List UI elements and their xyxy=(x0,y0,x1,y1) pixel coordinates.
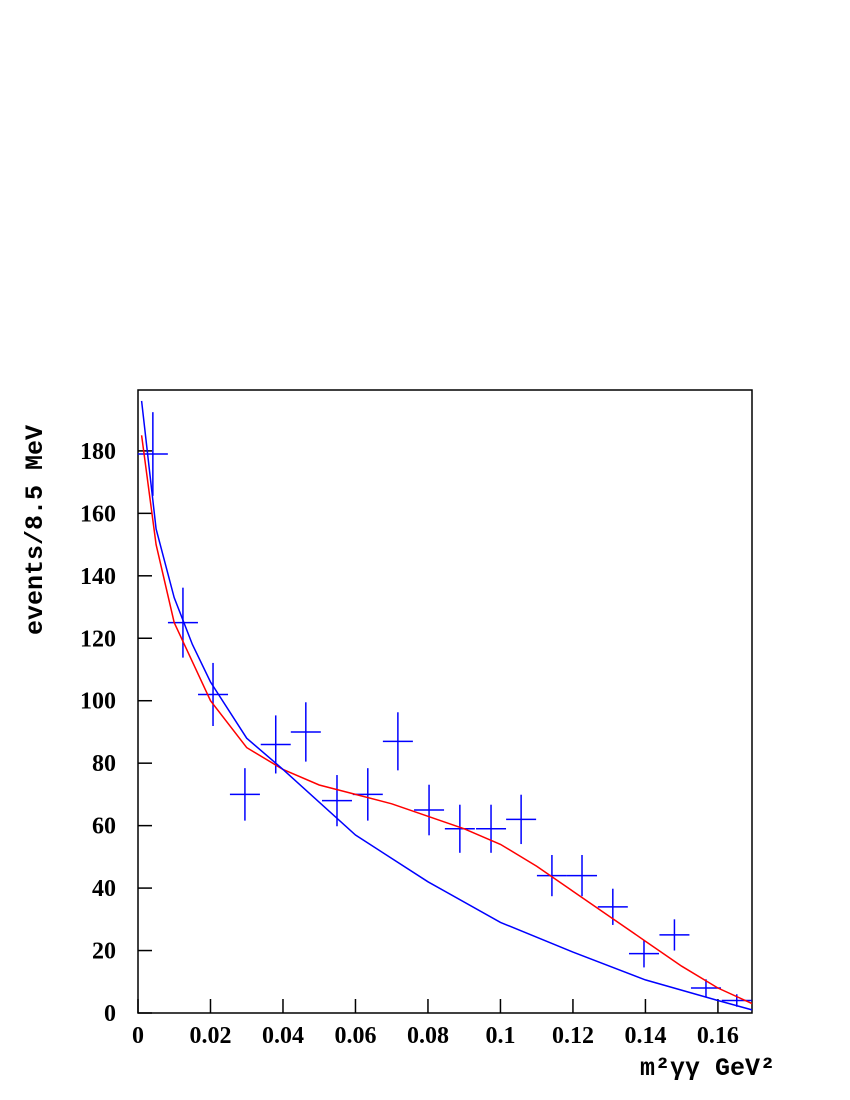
x-tick-label: 0.12 xyxy=(552,1023,594,1049)
x-tick-label: 0.04 xyxy=(262,1023,304,1049)
x-axis-label: m²γγ GeV² xyxy=(640,1054,775,1083)
x-tick-label: 0.14 xyxy=(624,1023,666,1049)
y-tick-label: 60 xyxy=(92,814,116,840)
y-tick-label: 160 xyxy=(80,501,116,527)
x-tick-label: 0 xyxy=(132,1023,144,1049)
y-tick-label: 180 xyxy=(80,439,116,465)
x-tick-label: 0.1 xyxy=(485,1023,515,1049)
y-tick-label: 140 xyxy=(80,564,116,590)
y-tick-label: 80 xyxy=(92,751,116,777)
y-tick-label: 0 xyxy=(104,1001,116,1027)
y-tick-label: 120 xyxy=(80,626,116,652)
x-tick-label: 0.06 xyxy=(334,1023,376,1049)
fit-curve xyxy=(140,400,753,1011)
y-tick-label: 40 xyxy=(92,876,116,902)
x-tick-label: 0.16 xyxy=(697,1023,739,1049)
y-tick-label: 100 xyxy=(80,689,116,715)
x-tick-label: 0.02 xyxy=(189,1023,231,1049)
y-axis-label: events/8.5 MeV xyxy=(21,425,50,635)
plot-frame xyxy=(137,389,753,1014)
y-tick-label: 20 xyxy=(92,939,116,965)
fit-curve xyxy=(140,435,753,1005)
x-tick-label: 0.08 xyxy=(407,1023,449,1049)
